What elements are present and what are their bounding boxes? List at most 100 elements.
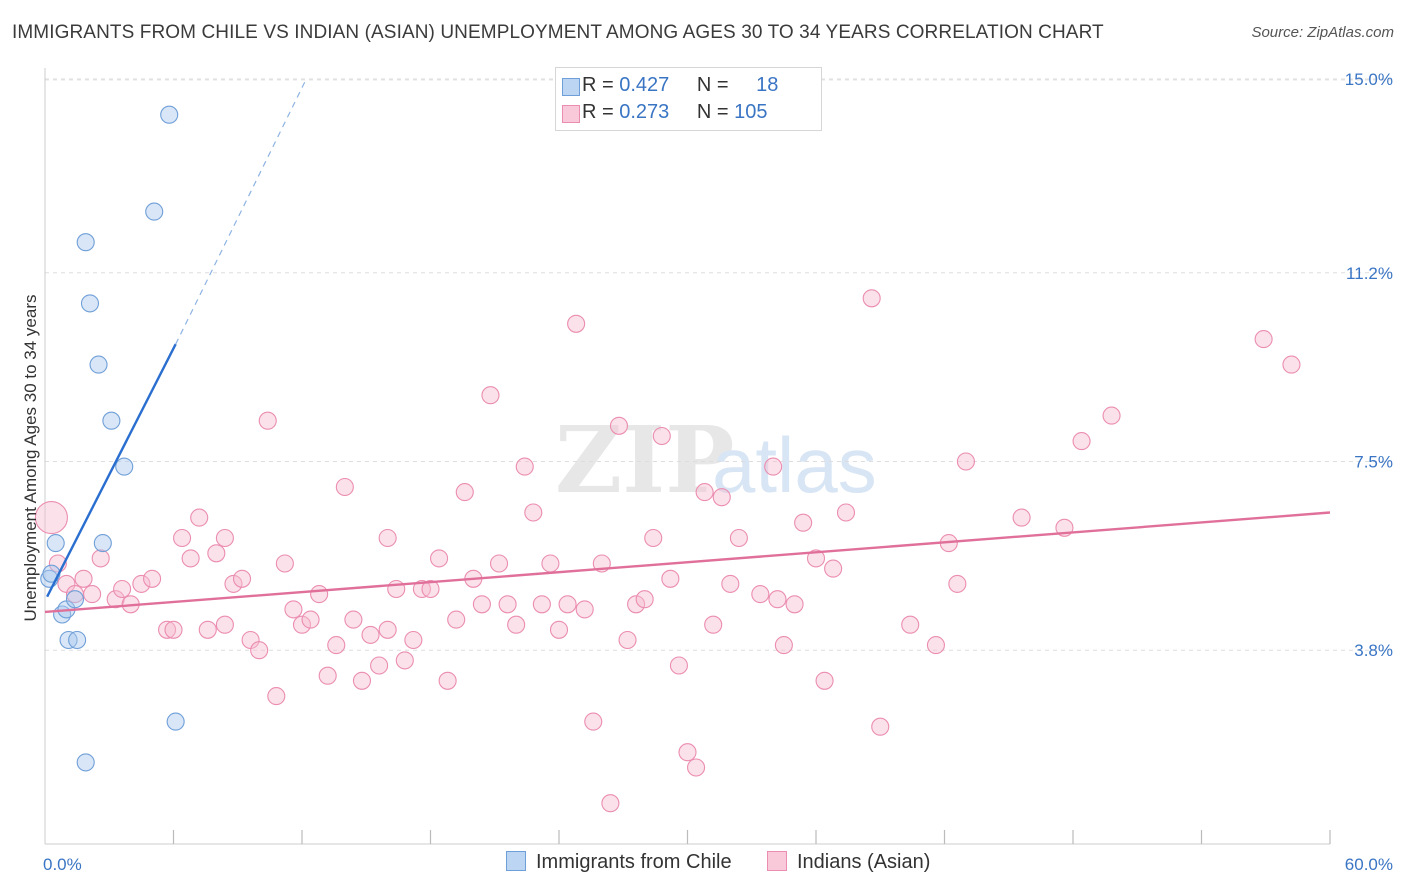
point-indian xyxy=(678,743,697,762)
point-indian xyxy=(327,636,346,655)
point-chile xyxy=(80,294,100,313)
legend-item-chile: Immigrants from Chile xyxy=(506,851,732,874)
n-label: N = xyxy=(696,101,735,123)
swatch-indian xyxy=(562,105,580,123)
point-chile xyxy=(145,202,164,221)
point-indian xyxy=(1282,355,1301,374)
point-indian xyxy=(404,630,423,650)
point-indian xyxy=(472,595,491,614)
point-indian xyxy=(687,758,706,777)
r-label: R = xyxy=(582,74,620,96)
point-indian xyxy=(729,528,748,548)
r-label: R = xyxy=(582,101,620,123)
point-indian xyxy=(652,426,671,446)
point-indian xyxy=(824,559,843,578)
point-indian xyxy=(310,585,329,604)
point-indian xyxy=(455,483,474,502)
source-note: Source: ZipAtlas.com xyxy=(1251,24,1394,41)
stats-legend: R = 0.427 N = 18 R = 0.273 N = 105 xyxy=(555,67,822,131)
point-indian xyxy=(926,636,945,655)
point-chile xyxy=(166,712,185,731)
r-value-indian: 0.273 xyxy=(619,101,670,123)
legend-item-indian: Indians (Asian) xyxy=(767,851,930,874)
point-indian xyxy=(370,656,389,675)
y-tick-label: 3.8% xyxy=(1354,641,1393,660)
point-indian xyxy=(1072,432,1091,451)
point-indian xyxy=(395,651,414,670)
point-indian xyxy=(284,600,303,619)
y-tick-label: 7.5% xyxy=(1354,453,1393,472)
point-indian xyxy=(661,569,680,588)
point-indian xyxy=(113,579,132,599)
y-tick-label: 11.2% xyxy=(1346,264,1393,283)
point-indian xyxy=(250,641,269,660)
point-indian xyxy=(498,595,517,614)
point-indian xyxy=(292,615,312,634)
series-immigrants-chile xyxy=(40,105,185,772)
point-indian xyxy=(301,610,320,629)
point-indian xyxy=(785,595,804,614)
point-indian xyxy=(215,615,234,634)
point-chile xyxy=(76,233,95,252)
point-indian xyxy=(481,386,500,405)
point-indian xyxy=(764,457,783,476)
point-chile xyxy=(76,753,95,772)
point-indian xyxy=(721,574,740,593)
swatch-chile xyxy=(562,78,580,96)
point-indian xyxy=(378,620,397,639)
point-chile xyxy=(160,105,179,124)
point-chile xyxy=(102,411,121,430)
point-indian xyxy=(618,630,637,650)
watermark-zip: ZIP xyxy=(555,406,734,514)
trend-line-chile-extension xyxy=(175,78,307,345)
watermark: ZIP atlas xyxy=(555,406,877,514)
point-indian xyxy=(644,528,663,548)
point-indian xyxy=(352,671,372,690)
y-tick-label: 15.0% xyxy=(1345,70,1393,89)
point-indian xyxy=(627,595,646,614)
point-indian xyxy=(1254,330,1273,349)
point-indian xyxy=(344,610,363,629)
point-indian xyxy=(83,585,102,604)
point-indian xyxy=(275,554,294,573)
legend-swatch-chile xyxy=(506,851,526,871)
point-indian xyxy=(524,503,543,522)
point-indian xyxy=(635,590,654,609)
point-indian xyxy=(584,712,603,731)
point-indian xyxy=(532,595,551,614)
point-indian xyxy=(198,620,217,639)
point-indian xyxy=(815,671,834,690)
point-indian xyxy=(768,590,787,609)
point-indian xyxy=(181,549,200,568)
point-indian xyxy=(207,544,226,563)
point-indian xyxy=(507,615,526,634)
point-indian xyxy=(132,574,151,593)
point-indian xyxy=(794,513,813,532)
point-indian xyxy=(669,656,688,675)
n-value-chile: 18 xyxy=(756,74,779,96)
trend-lines xyxy=(44,78,1331,614)
legend-label-indian: Indians (Asian) xyxy=(797,851,931,873)
point-chile xyxy=(68,630,87,650)
point-indian xyxy=(318,666,337,685)
trend-line-indian xyxy=(44,511,1331,614)
point-indian xyxy=(74,569,93,588)
axes xyxy=(44,68,1331,845)
point-indian xyxy=(158,620,177,639)
stats-row-indian: R = 0.273 N = 105 xyxy=(562,101,768,127)
n-value-indian: 105 xyxy=(734,101,768,123)
point-indian xyxy=(515,457,534,476)
x-tick-label: 60.0% xyxy=(1345,855,1393,874)
point-indian xyxy=(601,794,620,813)
point-indian xyxy=(806,549,826,568)
point-indian xyxy=(143,569,162,588)
point-chile xyxy=(115,457,134,476)
watermark-atlas: atlas xyxy=(712,421,877,509)
point-indian xyxy=(258,411,277,430)
point-indian xyxy=(387,579,406,599)
trend-line-chile xyxy=(46,343,177,598)
tick-labels: 3.8% 7.5% 11.2% 15.0% 0.0% 60.0% xyxy=(43,70,1393,874)
chart-title: IMMIGRANTS FROM CHILE VS INDIAN (ASIAN) … xyxy=(12,22,1104,43)
series-indians-asian xyxy=(34,289,1301,813)
